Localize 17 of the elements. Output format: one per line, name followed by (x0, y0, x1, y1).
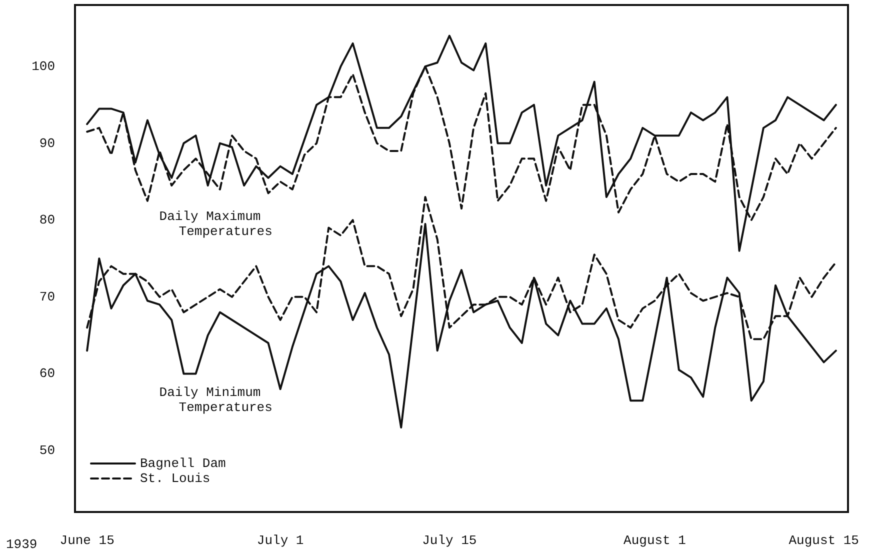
x-tick-label: August 15 (788, 533, 859, 548)
x-tick-label: August 1 (624, 533, 686, 548)
y-tick-label: 60 (39, 366, 55, 382)
annotation: Daily Maximum Temperatures (148, 209, 272, 239)
y-tick-label: 90 (39, 136, 55, 151)
y-tick-label: 50 (39, 443, 55, 458)
x-tick-label: July 15 (422, 533, 477, 548)
line-series (86, 34, 837, 252)
x-tick-label: June 15 (60, 533, 114, 548)
legend-label: Bagnell Dam (140, 456, 226, 471)
y-tick-label: 70 (39, 289, 55, 304)
annotation: Daily Minimum Temperatures (148, 385, 272, 415)
x-tick-label: July 1 (256, 533, 304, 548)
y-tick-label: 100 (32, 58, 55, 74)
legend-label: St. Louis (140, 471, 210, 486)
y-tick-label: 80 (39, 212, 55, 228)
text: 1939 (6, 537, 38, 552)
